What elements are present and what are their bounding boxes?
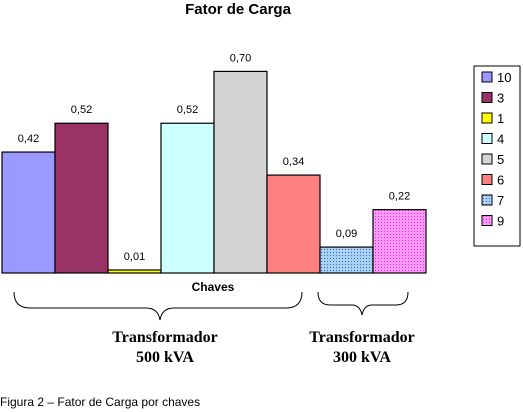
legend-label-7: 7 xyxy=(497,193,504,208)
data-label-1: 0,01 xyxy=(124,251,145,263)
bars-group: 0,42 0,52 0,01 0,52 0,70 0,34 0,09 0,22 xyxy=(1,52,427,274)
legend-label-5: 5 xyxy=(497,152,504,167)
data-label-9: 0,22 xyxy=(389,191,410,203)
x-axis-label: Chaves xyxy=(192,280,235,294)
legend-swatch-3 xyxy=(481,92,493,103)
load-factor-chart: Fator de Carga 0,420,520,010,520,700,340… xyxy=(1,1,521,321)
data-label-3: 0,52 xyxy=(71,104,92,116)
legend-swatch-7 xyxy=(481,194,493,206)
bar-6 xyxy=(266,174,321,274)
data-label-7: 0,09 xyxy=(336,228,357,240)
bar-1 xyxy=(107,269,162,274)
group-label-500kva-line2: 500 kVA xyxy=(136,349,194,366)
data-label-5: 0,70 xyxy=(230,52,251,64)
legend: 10 3 1 4 5 6 7 9 xyxy=(473,65,521,247)
legend-label-4: 4 xyxy=(497,132,504,147)
bar-10 xyxy=(1,151,56,274)
brace-300kva xyxy=(317,291,409,316)
legend-swatch-10 xyxy=(481,71,493,83)
group-label-300kva-line2: 300 kVA xyxy=(333,349,391,366)
bar-7 xyxy=(319,246,374,274)
legend-swatch-5 xyxy=(481,153,493,165)
data-label-6: 0,34 xyxy=(283,156,304,168)
legend-label-1: 1 xyxy=(497,111,504,126)
data-label-10: 0,42 xyxy=(18,133,39,145)
legend-label-10: 10 xyxy=(497,70,511,85)
group-label-500kva: Transformador 500 kVA xyxy=(80,328,250,368)
legend-label-6: 6 xyxy=(497,173,504,188)
bar-4 xyxy=(160,122,215,274)
group-label-300kva: Transformador 300 kVA xyxy=(282,328,442,368)
legend-swatch-4 xyxy=(481,133,493,144)
legend-label-3: 3 xyxy=(497,91,504,106)
bar-3 xyxy=(54,122,109,274)
bar-9 xyxy=(372,209,427,274)
figure-caption: Figura 2 – Fator de Carga por chaves xyxy=(0,395,201,409)
bar-5 xyxy=(213,70,268,274)
data-label-4: 0,52 xyxy=(177,104,198,116)
legend-swatch-9 xyxy=(481,215,493,226)
legend-swatch-1 xyxy=(481,112,493,124)
legend-label-9: 9 xyxy=(497,214,504,229)
group-label-500kva-line1: Transformador xyxy=(112,329,218,346)
group-label-300kva-line1: Transformador xyxy=(309,329,415,346)
brace-500kva xyxy=(13,291,303,321)
chart-title: Fator de Carga xyxy=(185,1,292,18)
legend-swatch-6 xyxy=(481,174,493,185)
